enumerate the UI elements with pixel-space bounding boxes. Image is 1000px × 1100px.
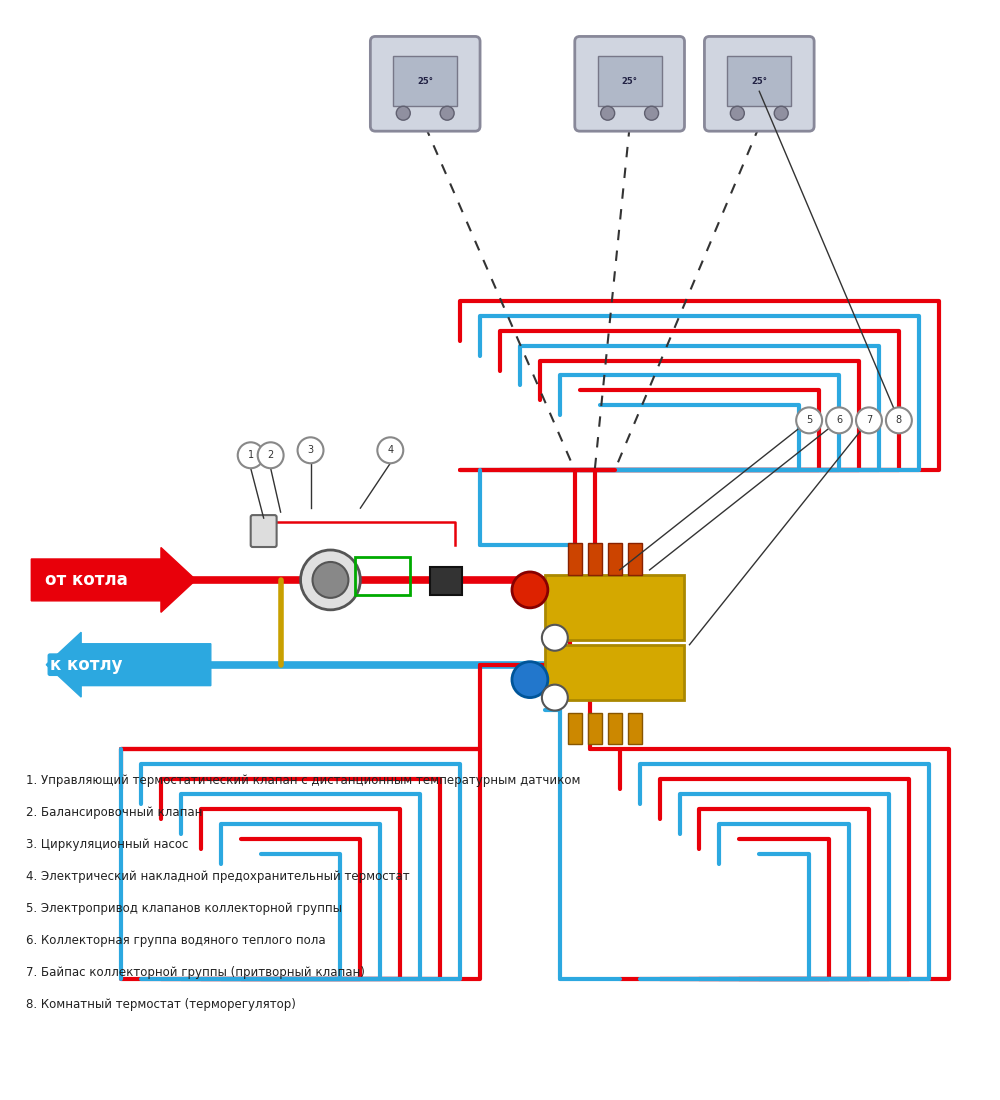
Bar xyxy=(608,713,622,745)
Text: 2: 2 xyxy=(268,450,274,460)
Text: 6: 6 xyxy=(836,416,842,426)
FancyArrow shape xyxy=(31,548,196,613)
Bar xyxy=(545,645,684,700)
Circle shape xyxy=(542,625,568,651)
Bar xyxy=(393,56,457,107)
Bar xyxy=(430,566,462,595)
Circle shape xyxy=(512,662,548,697)
Bar xyxy=(545,575,684,640)
Circle shape xyxy=(886,407,912,433)
Text: 7. Байпас коллекторной группы (притворный клапан): 7. Байпас коллекторной группы (притворны… xyxy=(26,966,365,979)
FancyBboxPatch shape xyxy=(575,36,684,131)
Bar xyxy=(588,543,602,575)
FancyBboxPatch shape xyxy=(704,36,814,131)
Circle shape xyxy=(298,438,323,463)
FancyBboxPatch shape xyxy=(251,515,277,547)
Circle shape xyxy=(396,107,410,120)
Text: 4. Электрический накладной предохранительный термостат: 4. Электрический накладной предохранител… xyxy=(26,870,410,883)
Bar xyxy=(727,56,791,107)
Text: 7: 7 xyxy=(866,416,872,426)
Bar xyxy=(568,713,582,745)
Circle shape xyxy=(440,107,454,120)
Circle shape xyxy=(313,562,348,598)
Text: к котлу: к котлу xyxy=(50,656,122,673)
Text: 25°: 25° xyxy=(417,77,433,86)
Circle shape xyxy=(730,107,744,120)
Text: 6. Коллекторная группа водяного теплого пола: 6. Коллекторная группа водяного теплого … xyxy=(26,934,326,947)
Circle shape xyxy=(301,550,360,609)
Text: 5. Электропривод клапанов коллекторной группы: 5. Электропривод клапанов коллекторной г… xyxy=(26,902,342,915)
Text: от котла: от котла xyxy=(45,571,128,588)
Text: 8: 8 xyxy=(896,416,902,426)
Bar xyxy=(608,543,622,575)
Bar xyxy=(568,543,582,575)
FancyArrow shape xyxy=(46,632,211,697)
Text: 25°: 25° xyxy=(751,77,767,86)
Bar xyxy=(598,56,662,107)
Circle shape xyxy=(796,407,822,433)
Text: 4: 4 xyxy=(387,446,393,455)
Text: 3. Циркуляционный насос: 3. Циркуляционный насос xyxy=(26,838,189,851)
Text: 5: 5 xyxy=(806,416,812,426)
Circle shape xyxy=(512,572,548,608)
Bar xyxy=(355,557,410,595)
Bar xyxy=(628,543,642,575)
Circle shape xyxy=(645,107,659,120)
FancyBboxPatch shape xyxy=(370,36,480,131)
Circle shape xyxy=(826,407,852,433)
Text: 2. Балансировочный клапан: 2. Балансировочный клапан xyxy=(26,806,203,820)
Circle shape xyxy=(774,107,788,120)
Circle shape xyxy=(542,684,568,711)
Circle shape xyxy=(238,442,264,469)
Circle shape xyxy=(377,438,403,463)
Text: 1. Управляющий термостатический клапан с дистанционным температурным датчиком: 1. Управляющий термостатический клапан с… xyxy=(26,774,581,788)
Text: 25°: 25° xyxy=(622,77,638,86)
Bar xyxy=(588,713,602,745)
Circle shape xyxy=(601,107,615,120)
Text: 3: 3 xyxy=(307,446,314,455)
Text: 8. Комнатный термостат (терморегулятор): 8. Комнатный термостат (терморегулятор) xyxy=(26,998,296,1011)
Text: 1: 1 xyxy=(248,450,254,460)
Circle shape xyxy=(258,442,284,469)
Circle shape xyxy=(856,407,882,433)
Bar xyxy=(628,713,642,745)
